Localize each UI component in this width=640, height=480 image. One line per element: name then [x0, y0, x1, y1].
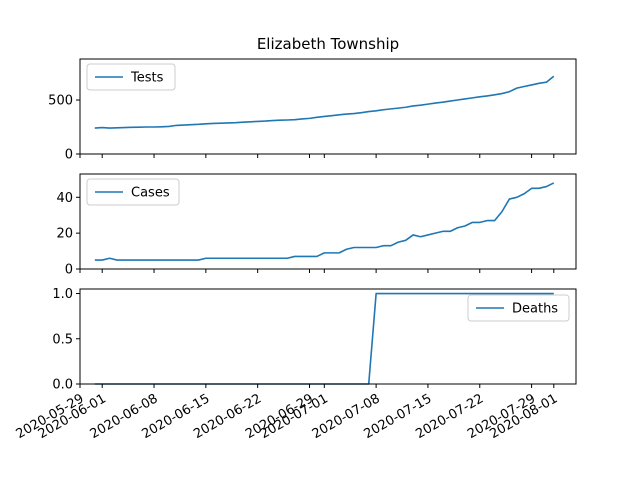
y-tick-label: 20 — [56, 227, 73, 242]
panel-frame — [79, 58, 577, 155]
panel-3: 0.0 0.5 1.0 Deaths — [52, 287, 577, 393]
legend-label: Tests — [130, 71, 164, 86]
panel-2: 0 20 40 Cases — [56, 173, 577, 278]
legend-box — [467, 294, 570, 322]
legend-box — [86, 63, 176, 91]
panel-frame — [79, 173, 577, 270]
series-line-tests — [94, 75, 555, 129]
panel-1: 0 500 Tests — [48, 58, 577, 163]
legend: Deaths — [467, 294, 570, 322]
x-axis: 2020-05-292020-06-012020-06-082020-06-15… — [14, 391, 561, 442]
panel-frame — [79, 288, 577, 385]
legend: Tests — [86, 63, 176, 91]
y-tick-label: 0 — [65, 148, 73, 163]
y-tick-label: 0.5 — [52, 332, 73, 347]
y-tick-label: 1.0 — [52, 287, 73, 302]
legend-label: Cases — [131, 186, 170, 201]
y-tick-label: 0 — [65, 263, 73, 278]
legend-label: Deaths — [512, 302, 558, 317]
chart-title: Elizabeth Township — [257, 35, 399, 53]
legend: Cases — [86, 178, 180, 206]
legend-box — [86, 178, 180, 206]
y-tick-label: 0.0 — [52, 378, 73, 393]
y-tick-label: 500 — [48, 94, 73, 109]
series-line-cases — [94, 182, 555, 261]
y-tick-label: 40 — [56, 191, 73, 206]
chart-panels: 0 500 Tests 0 20 40 Cases 0.0 0.5 1.0 Deaths — [48, 58, 577, 393]
